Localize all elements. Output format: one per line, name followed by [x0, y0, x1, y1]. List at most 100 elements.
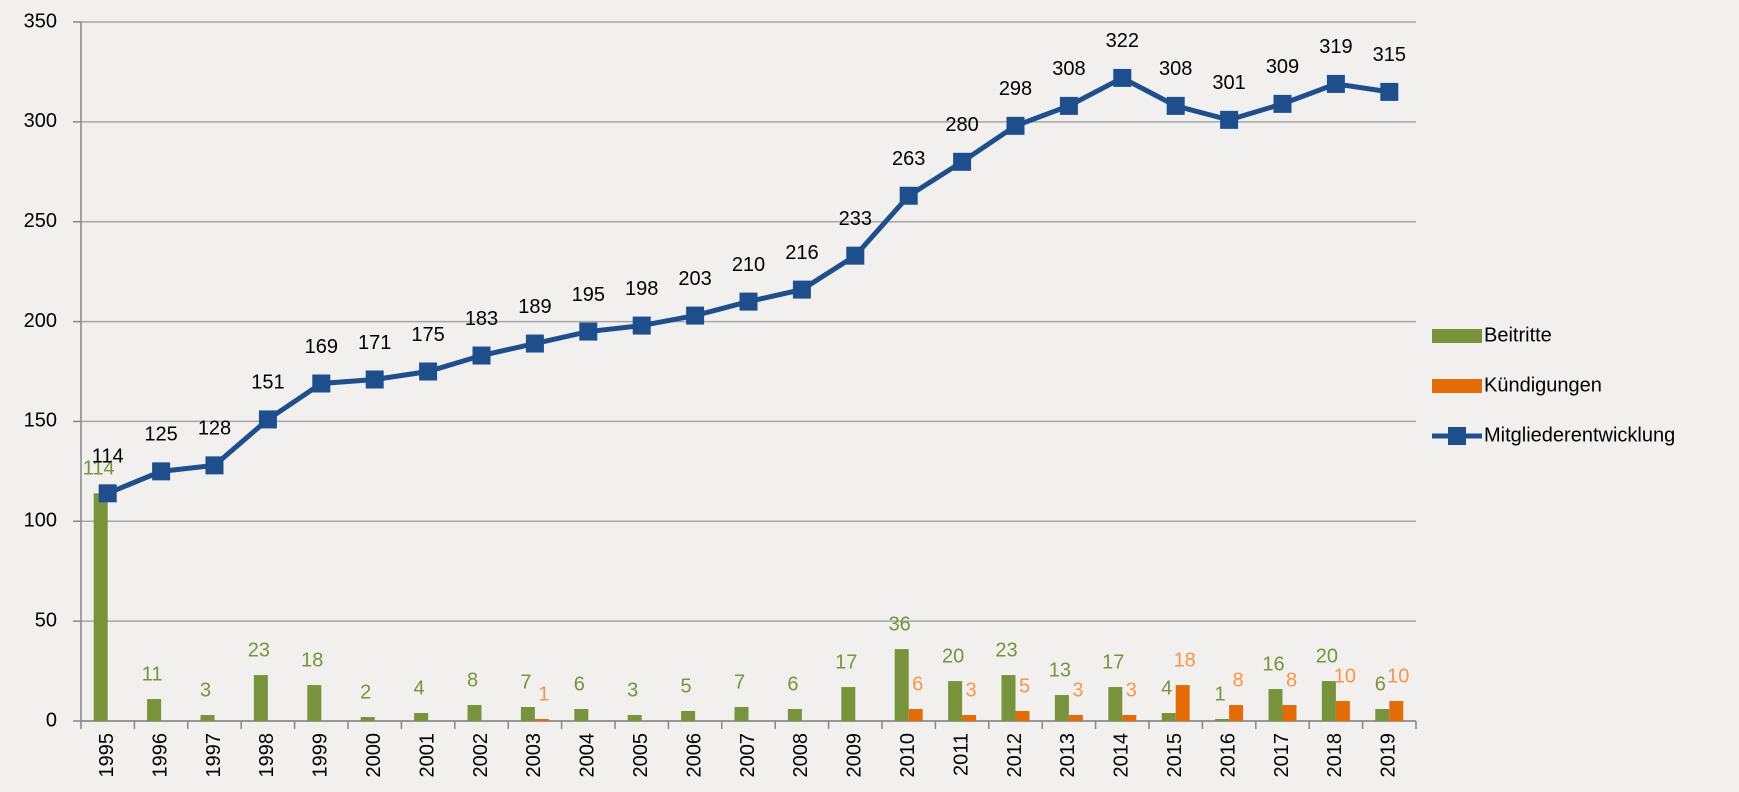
data-label: 189 — [518, 296, 551, 318]
data-label: 309 — [1266, 56, 1299, 78]
data-label: 216 — [785, 242, 818, 264]
marker — [472, 346, 491, 365]
y-tick-label: 200 — [24, 310, 57, 332]
x-tick-label: 2003 — [523, 733, 545, 778]
data-label: 114 — [83, 458, 115, 480]
bar — [1108, 687, 1123, 721]
bar — [1215, 719, 1230, 721]
x-tick-label: 2017 — [1271, 733, 1293, 778]
x-tick-label: 2016 — [1217, 733, 1239, 778]
marker — [365, 370, 384, 389]
data-label: 175 — [411, 324, 444, 346]
data-label: 5 — [1019, 675, 1030, 697]
data-label: 1 — [538, 683, 549, 705]
data-label: 169 — [305, 336, 338, 358]
bar — [467, 705, 482, 721]
x-tick-label: 2005 — [630, 733, 652, 778]
x-tick-label: 1996 — [149, 733, 171, 778]
data-label: 3 — [627, 679, 638, 701]
legend-swatch — [1432, 379, 1482, 393]
legend-swatch — [1448, 427, 1466, 445]
data-label: 308 — [1159, 58, 1192, 80]
y-tick-label: 300 — [24, 110, 57, 132]
data-label: 23 — [248, 639, 270, 661]
x-tick-label: 2001 — [416, 733, 438, 778]
bar — [1335, 701, 1350, 721]
bar — [908, 709, 923, 721]
bar — [1229, 705, 1244, 721]
data-label: 36 — [889, 613, 911, 635]
bar — [307, 685, 322, 721]
data-label: 10 — [1334, 665, 1356, 687]
x-tick-label: 2006 — [683, 733, 705, 778]
bar — [1161, 713, 1176, 721]
marker — [98, 484, 117, 503]
bar — [787, 709, 802, 721]
data-label: 20 — [1316, 645, 1338, 667]
data-label: 7 — [520, 671, 531, 693]
legend-swatch — [1432, 329, 1482, 343]
data-label: 4 — [1161, 677, 1172, 699]
data-label: 7 — [734, 671, 745, 693]
legend-label: Mitgliederentwicklung — [1484, 424, 1675, 446]
data-label: 280 — [945, 114, 978, 136]
marker — [846, 246, 865, 265]
marker — [312, 374, 331, 393]
data-label: 114 — [92, 446, 124, 468]
x-tick-label: 2011 — [950, 733, 972, 776]
bar — [681, 711, 696, 721]
bar — [948, 681, 963, 721]
x-tick-label: 2002 — [470, 733, 492, 778]
x-tick-label: 2013 — [1057, 733, 1079, 778]
x-tick-label: 2000 — [363, 733, 385, 778]
marker — [1273, 94, 1292, 113]
data-label: 151 — [251, 372, 284, 394]
x-tick-label: 1997 — [203, 733, 225, 778]
y-tick-label: 150 — [24, 410, 57, 432]
marker — [632, 316, 651, 335]
data-label: 195 — [572, 284, 605, 306]
bar — [1175, 685, 1190, 721]
data-label: 13 — [1049, 659, 1071, 681]
data-label: 263 — [892, 148, 925, 170]
data-label: 4 — [414, 677, 425, 699]
data-label: 6 — [574, 673, 585, 695]
bar — [534, 719, 549, 721]
marker — [258, 410, 277, 429]
bar — [1068, 715, 1083, 721]
data-label: 2 — [360, 681, 371, 703]
bar — [93, 493, 108, 721]
data-label: 17 — [835, 651, 857, 673]
marker — [1059, 96, 1078, 115]
data-label: 23 — [995, 639, 1017, 661]
data-label: 315 — [1373, 44, 1406, 66]
line — [106, 75, 1390, 496]
data-label: 8 — [1233, 669, 1244, 691]
bar — [841, 687, 856, 721]
bar — [734, 707, 749, 721]
x-tick-label: 2014 — [1111, 733, 1133, 778]
data-label: 171 — [358, 332, 391, 354]
data-label: 1 — [1215, 683, 1226, 705]
x-tick-label: 1995 — [96, 733, 118, 778]
x-tick-label: 1998 — [256, 733, 278, 778]
data-label: 203 — [678, 268, 711, 290]
x-tick-label: 1999 — [310, 733, 332, 778]
marker — [1166, 96, 1185, 115]
y-tick-label: 100 — [24, 510, 57, 532]
data-label: 125 — [144, 424, 177, 446]
y-tick-label: 250 — [24, 210, 57, 232]
data-label: 3 — [200, 679, 211, 701]
bar — [894, 649, 909, 721]
bar — [1321, 681, 1336, 721]
marker — [792, 280, 811, 299]
bar — [1054, 695, 1069, 721]
bar — [520, 707, 535, 721]
bar — [962, 715, 977, 721]
data-label: 8 — [1286, 669, 1297, 691]
data-label: 3 — [966, 679, 977, 701]
marker — [1113, 68, 1132, 87]
data-label: 128 — [198, 418, 231, 440]
marker — [1326, 74, 1345, 93]
x-tick-label: 2007 — [737, 733, 759, 778]
